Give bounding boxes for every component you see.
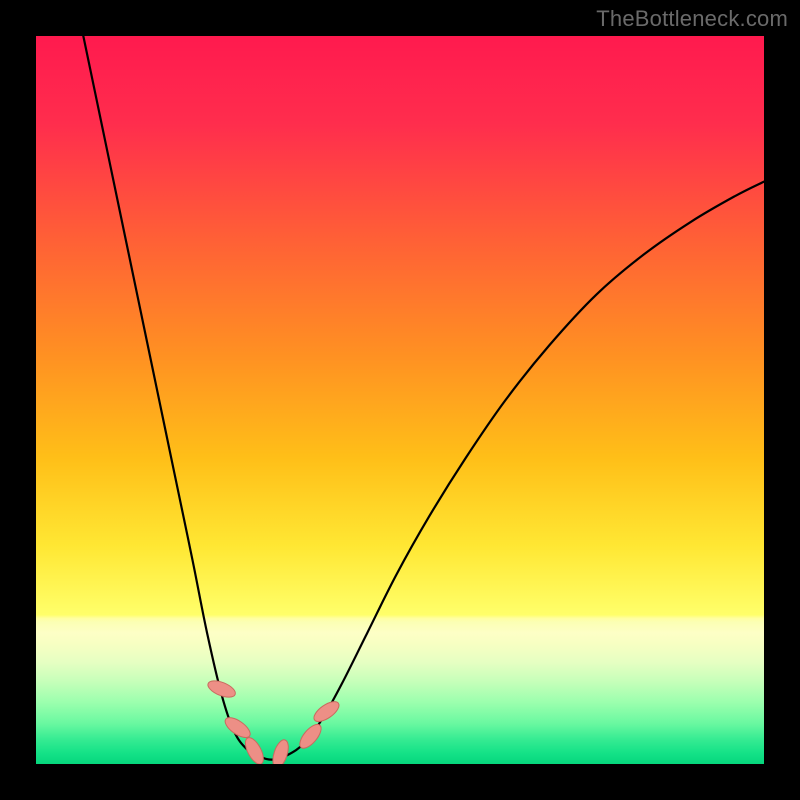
bottleneck-curve: [83, 36, 764, 760]
watermark-label: TheBottleneck.com: [596, 6, 788, 32]
curve-marker: [242, 735, 267, 764]
curve-marker: [311, 698, 342, 725]
curve-layer: [36, 36, 764, 764]
plot-area: [36, 36, 764, 764]
curve-marker: [296, 721, 325, 752]
marker-group: [206, 677, 342, 764]
curve-marker: [270, 738, 291, 764]
